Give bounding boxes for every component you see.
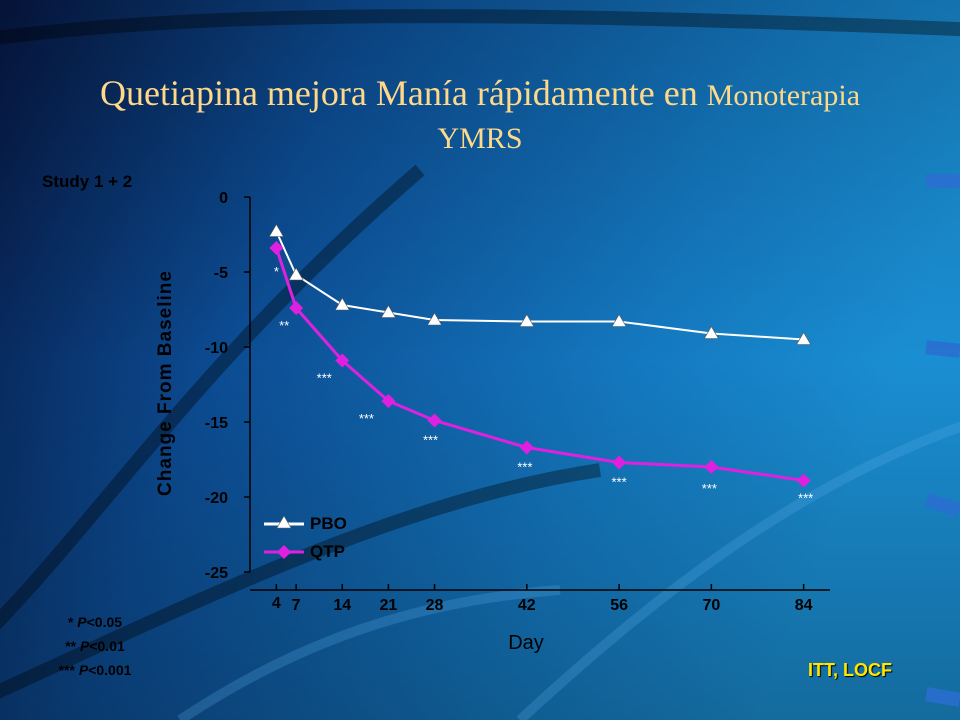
x-tick-label: 42 bbox=[518, 597, 536, 614]
analysis-footer: ITT, LOCF bbox=[808, 660, 892, 680]
significance-marker: * bbox=[274, 264, 279, 279]
data-point-pbo bbox=[427, 312, 443, 326]
legend-label-qtp: QTP bbox=[310, 542, 345, 561]
x-tick-label: 21 bbox=[380, 597, 398, 614]
x-tick-label: 4 bbox=[272, 595, 281, 612]
slide-title-small: Monoterapia bbox=[706, 79, 861, 112]
significance-note-2: ** P<0.01 bbox=[65, 638, 125, 654]
legend-label-pbo: PBO bbox=[310, 514, 347, 533]
x-tick-label: 56 bbox=[610, 597, 628, 614]
series-line-pbo bbox=[275, 231, 804, 341]
y-axis-label: Change From Baseline bbox=[155, 270, 176, 496]
data-point-qtp bbox=[335, 353, 350, 368]
data-point-pbo bbox=[611, 313, 627, 327]
data-point-qtp bbox=[796, 473, 811, 488]
y-tick-label: -10 bbox=[205, 340, 228, 357]
chart-ticks: 0 -5 -10 -15 -20 -25 4 7 14 21 28 42 56 70 84 bbox=[205, 190, 813, 614]
significance-marker: *** bbox=[702, 481, 717, 496]
legend-swatch-qtp bbox=[264, 545, 304, 559]
y-tick-label: -5 bbox=[214, 265, 228, 282]
x-tick-label: 70 bbox=[702, 597, 720, 614]
x-tick-label: 7 bbox=[292, 597, 301, 614]
x-axis-label: Day bbox=[508, 632, 544, 654]
data-point-pbo bbox=[288, 267, 304, 281]
series-line-qtp bbox=[274, 247, 804, 482]
significance-marker: *** bbox=[317, 371, 332, 386]
data-point-pbo bbox=[703, 325, 719, 339]
chart-series bbox=[268, 223, 812, 488]
chart-annotations: ****************** ****** bbox=[274, 264, 813, 506]
y-tick-label: -20 bbox=[205, 490, 228, 507]
significance-marker: *** bbox=[611, 475, 626, 490]
significance-note-3: *** P<0.001 bbox=[58, 662, 132, 678]
data-point-qtp bbox=[381, 394, 396, 408]
study-label: Study 1 + 2 bbox=[42, 172, 133, 191]
data-point-qtp bbox=[427, 413, 442, 428]
data-point-qtp bbox=[612, 455, 627, 470]
y-tick-label: 0 bbox=[219, 190, 228, 207]
slide-title-main: Quetiapina mejora Manía rápidamente en bbox=[99, 73, 698, 113]
data-point-qtp bbox=[704, 460, 719, 474]
data-point-pbo bbox=[796, 331, 812, 345]
data-point-pbo bbox=[268, 223, 284, 237]
x-tick-label: 28 bbox=[426, 597, 444, 614]
data-point-pbo bbox=[519, 313, 535, 327]
x-tick-label: 84 bbox=[795, 597, 813, 614]
significance-note-1: * P<0.05 bbox=[67, 614, 123, 630]
slide-title: Quetiapina mejora Manía rápidamente en M… bbox=[0, 72, 960, 114]
y-tick-label: -25 bbox=[205, 565, 228, 582]
legend-swatch-pbo bbox=[264, 515, 304, 529]
y-tick-label: -15 bbox=[205, 415, 228, 432]
significance-marker: *** bbox=[798, 491, 813, 506]
data-point-pbo bbox=[380, 304, 396, 318]
data-point-qtp bbox=[269, 241, 284, 255]
significance-marker: *** bbox=[423, 433, 438, 448]
significance-marker: ** bbox=[279, 318, 289, 333]
data-point-qtp bbox=[289, 301, 304, 315]
chart-axes bbox=[249, 197, 830, 591]
significance-marker: *** bbox=[517, 460, 532, 475]
data-point-pbo bbox=[334, 297, 350, 311]
x-tick-label: 14 bbox=[333, 597, 351, 614]
slide-subtitle: YMRS bbox=[437, 122, 523, 155]
data-point-qtp bbox=[519, 440, 534, 455]
significance-marker: *** bbox=[359, 411, 374, 426]
